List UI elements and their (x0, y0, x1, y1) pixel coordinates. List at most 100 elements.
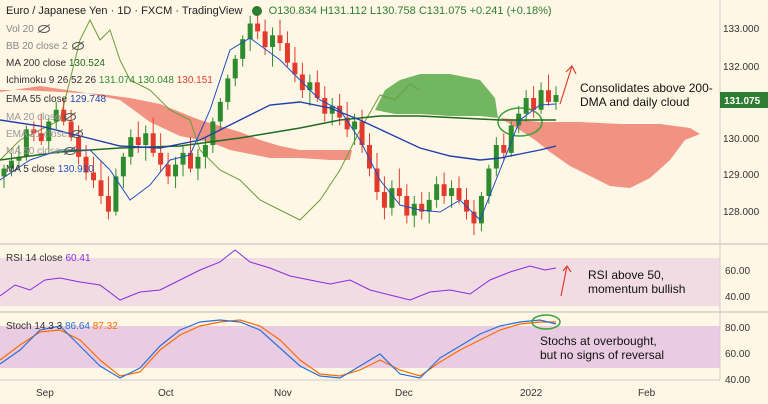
rsi-legend[interactable]: RSI 14 close 60.41 (6, 253, 91, 264)
highlight-circle-price (497, 107, 543, 137)
indicator-ma50[interactable]: MA 50 close (6, 146, 77, 157)
annotation-stoch: Stochs at overbought, but no signs of rev… (540, 334, 664, 362)
price-tick: 133.000 (723, 24, 760, 35)
hidden-eye-icon[interactable] (71, 42, 84, 51)
candle-body (150, 133, 156, 153)
candle-body (411, 203, 417, 216)
ichimoku-cloud-future (500, 118, 700, 188)
candle-body (158, 152, 164, 165)
price-axis: 133.000 132.000 130.000 129.000 128.000 … (723, 24, 760, 386)
candle-body (367, 145, 373, 169)
ma5-line (0, 37, 557, 221)
price-tick: 132.000 (723, 62, 760, 73)
indicator-label: RSI 14 close (6, 253, 63, 264)
candle-body (76, 137, 82, 157)
indicator-label: Stoch 14 3 3 (6, 321, 63, 332)
indicator-label: MA 20 close (6, 112, 61, 123)
annotation-line: but no signs of reversal (540, 348, 665, 362)
candle-body (531, 97, 537, 110)
indicator-ma5[interactable]: MA 5 close 130.910 (6, 164, 94, 175)
indicator-ichimoku[interactable]: Ichimoku 9 26 52 26 131.074 130.048 130.… (6, 75, 213, 86)
candle-body (255, 23, 261, 32)
candle-body (538, 90, 544, 110)
highlight-circle-stoch (531, 314, 561, 330)
current-price-label: 131.075 (724, 96, 761, 107)
candle-body (240, 39, 246, 59)
price-tick: 128.000 (723, 207, 760, 218)
candle-body (381, 192, 387, 208)
indicator-bb[interactable]: BB 20 close 2 (6, 41, 84, 52)
candle-body (120, 156, 126, 177)
candle-body (105, 195, 111, 212)
ema55-line (0, 101, 557, 161)
candle-body (262, 31, 268, 48)
indicator-ma20[interactable]: MA 20 close (6, 112, 77, 123)
time-tick: 2022 (520, 388, 543, 399)
symbol-name[interactable]: Euro / Japanese Yen (6, 5, 108, 17)
candle-body (225, 78, 231, 102)
arrow-icon (559, 64, 577, 297)
time-tick: Oct (158, 388, 174, 399)
platform-name: TradingView (181, 5, 243, 17)
rsi-band (0, 258, 720, 306)
candle-body (523, 97, 529, 114)
price-tick: 129.000 (723, 170, 760, 181)
indicator-label: MA 50 close (6, 146, 61, 157)
indicator-ema55[interactable]: EMA 55 close 129.748 (6, 94, 106, 105)
indicator-value: 130.048 (137, 75, 174, 86)
candle-body (284, 43, 290, 63)
annotation-line: Stochs at overbought, (540, 334, 657, 348)
eye-icon[interactable] (251, 6, 262, 17)
indicator-value: 130.910 (57, 164, 94, 175)
indicator-ma200[interactable]: MA 200 close 130.524 (6, 58, 105, 69)
chart-title: Euro / Japanese Yen · 1D · FXCM · Tradin… (6, 5, 552, 17)
candle-body (329, 105, 335, 114)
candle-body (396, 188, 402, 196)
candle-body (292, 62, 298, 75)
rsi-line (0, 249, 557, 301)
time-tick: Sep (36, 388, 54, 399)
indicator-value: 129.748 (69, 94, 107, 105)
candle-body (83, 156, 89, 173)
candle-body (68, 121, 74, 138)
candle-body (478, 195, 484, 224)
indicator-value: 130.524 (68, 58, 105, 69)
candle-body (8, 160, 14, 169)
candle-body (449, 188, 455, 196)
candle-body (426, 199, 432, 212)
annotation-price: Consolidates above 200- DMA and daily clo… (580, 81, 713, 109)
candle-body (441, 184, 447, 196)
candle-body (16, 156, 22, 161)
candle-body (1, 168, 7, 177)
hidden-eye-icon[interactable] (64, 113, 77, 122)
candle-body (23, 129, 29, 157)
candle-body (322, 97, 328, 114)
indicator-label: BB 20 close 2 (6, 41, 68, 52)
stoch-d-line (0, 319, 556, 377)
candle-body (38, 133, 44, 142)
candle-body (202, 145, 208, 157)
ichimoku-cloud-red (0, 86, 352, 160)
annotation-rsi: RSI above 50, momentum bullish (588, 268, 685, 296)
candle-body (359, 121, 365, 146)
hidden-eye-icon[interactable] (37, 25, 50, 34)
hidden-eye-icon[interactable] (71, 130, 84, 139)
stoch-tick: 40.00 (725, 375, 750, 386)
candle-body (307, 82, 313, 91)
stoch-legend[interactable]: Stoch 14 3 3 86.64 87.32 (6, 321, 118, 332)
indicator-value: 131.074 (98, 75, 135, 86)
candle-body (501, 145, 507, 153)
price-axis-bg (720, 0, 768, 404)
indicator-ema21[interactable]: EMA 21 close (6, 129, 84, 140)
interval[interactable]: 1D (117, 5, 132, 17)
candle-body (195, 156, 201, 169)
chikou-span (0, 18, 421, 221)
hidden-eye-icon[interactable] (64, 147, 77, 156)
candle-body (463, 199, 469, 212)
stoch-tick: 80.00 (725, 323, 750, 334)
indicator-vol[interactable]: Vol 20 (6, 24, 50, 35)
indicator-label: EMA 55 close (6, 94, 68, 105)
annotation-line: momentum bullish (588, 282, 686, 296)
indicator-label: MA 5 close (6, 164, 55, 175)
